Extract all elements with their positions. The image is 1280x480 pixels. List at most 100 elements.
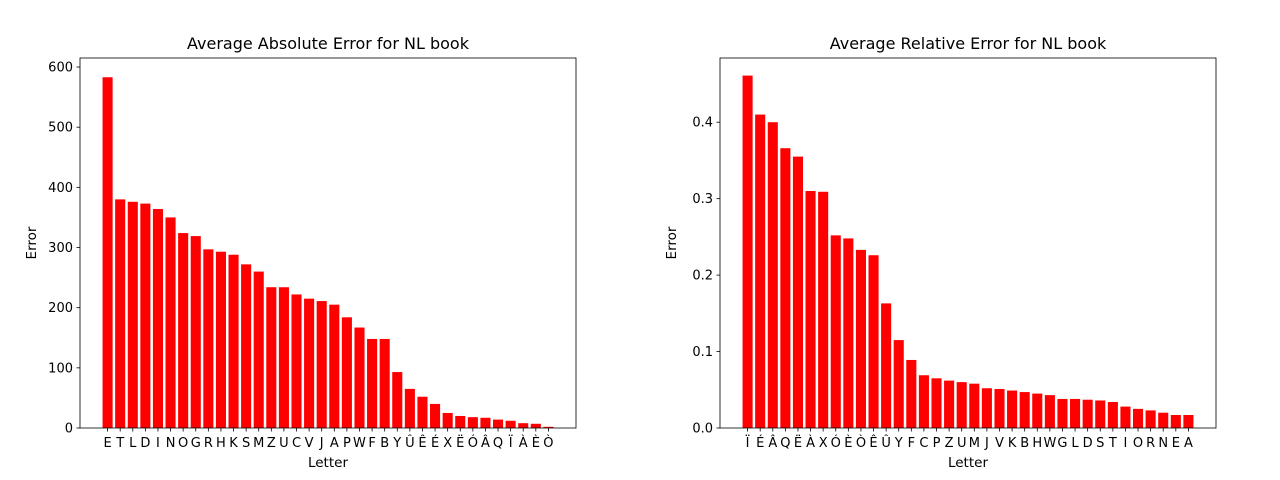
bar-T (1107, 402, 1118, 428)
x-tick-label: H (216, 436, 226, 451)
x-tick-label: Z (267, 436, 276, 451)
chart-1: E T L D I N O G R H K S M Z U C V J A P W F B Y Û Ê É X Ë Ó Â Q Ï À È Ò 0 100… (24, 34, 577, 471)
x-tick-label: E (1172, 436, 1180, 451)
bar-E (102, 77, 113, 428)
bar-J (981, 388, 992, 428)
bar-G (190, 236, 201, 428)
x-tick-label: U (279, 436, 289, 451)
x-tick-label: O (178, 436, 188, 451)
x-tick-label: È (532, 435, 540, 451)
bar-A (1183, 415, 1194, 428)
x-tick-label: B (380, 436, 389, 451)
bar-Y (392, 372, 403, 428)
bar-P (341, 317, 352, 428)
y-axis-label: Error (24, 226, 40, 259)
bar-M (969, 383, 980, 428)
x-tick-label: X (443, 436, 452, 451)
bar-Q (780, 148, 791, 428)
x-tick-label: A (1184, 436, 1193, 451)
x-tick-label: W (1043, 436, 1056, 451)
x-tick-label: M (253, 436, 264, 451)
x-tick-label: Ê (418, 435, 426, 451)
x-tick-label: Y (894, 436, 903, 451)
bar-H (215, 251, 226, 428)
x-axis-label: Letter (948, 455, 988, 471)
bar-I (152, 209, 164, 428)
bar-I (1120, 406, 1131, 428)
x-tick-label: U (957, 436, 967, 451)
x-tick-label: P (343, 436, 351, 451)
bar-Â (480, 417, 491, 428)
y-tick-label: 300 (48, 241, 73, 256)
x-tick-label: Û (881, 435, 891, 451)
bar-R (1145, 410, 1156, 428)
bar-W (1044, 395, 1055, 428)
bar-É (755, 114, 766, 428)
y-tick-label: 600 (48, 61, 73, 76)
x-tick-label: F (368, 436, 375, 451)
bar-R (203, 249, 214, 428)
x-tick-label: Â (768, 435, 777, 451)
bar-K (1007, 390, 1018, 428)
x-tick-label: R (1146, 436, 1155, 451)
x-tick-label: Û (405, 435, 415, 451)
x-tick-label: T (115, 436, 124, 451)
x-tick-label: R (204, 436, 213, 451)
chart-title: Average Absolute Error for NL book (187, 34, 470, 53)
bar-L (1070, 398, 1081, 428)
x-tick-label: L (1071, 436, 1079, 451)
bar-J (316, 301, 327, 428)
bar-V (994, 389, 1005, 428)
x-tick-label: X (819, 436, 828, 451)
x-tick-label: Ò (856, 435, 866, 451)
bar-Z (266, 287, 277, 428)
x-tick-label: D (1083, 436, 1093, 451)
bar-L (127, 201, 138, 428)
x-tick-label: N (1158, 436, 1168, 451)
bar-S (241, 264, 252, 428)
x-tick-label: Y (392, 436, 401, 451)
x-tick-label: Ï (509, 435, 513, 451)
x-tick-label: J (984, 436, 989, 451)
bar-U (278, 287, 289, 428)
bar-À (805, 191, 816, 428)
x-tick-label: Ó (831, 435, 841, 451)
x-tick-label: K (1008, 436, 1017, 451)
bar-Ó (467, 417, 478, 428)
bar-Û (404, 388, 415, 428)
bar-K (228, 254, 239, 428)
x-tick-label: G (1057, 436, 1067, 451)
x-tick-label: V (305, 436, 314, 451)
x-axis-label: Letter (308, 455, 348, 471)
bar-F (906, 359, 917, 428)
y-tick-label: 0.3 (692, 192, 713, 207)
x-tick-label: V (995, 436, 1004, 451)
bar-È (530, 423, 541, 428)
bar-Ë (455, 415, 466, 428)
bar-C (291, 294, 302, 428)
bar-Ë (792, 156, 804, 428)
y-tick-label: 0 (65, 422, 73, 437)
x-tick-label: T (1108, 436, 1117, 451)
y-tick-label: 0.2 (692, 269, 713, 284)
x-tick-label: É (431, 435, 439, 451)
y-tick-label: 400 (48, 181, 73, 196)
chart-title: Average Relative Error for NL book (830, 34, 1107, 53)
x-tick-label: Â (481, 435, 490, 451)
bar-O (178, 233, 189, 428)
bar-Ò (855, 249, 866, 428)
bar-Ò (543, 426, 554, 428)
x-tick-label: Z (945, 436, 954, 451)
x-tick-label: H (1032, 436, 1042, 451)
bar-E (1170, 415, 1181, 428)
bar-D (1082, 399, 1093, 428)
bar-B (379, 338, 390, 428)
x-tick-label: M (969, 436, 980, 451)
bar-Û (881, 303, 892, 428)
x-tick-label: P (933, 436, 941, 451)
x-tick-label: Q (493, 436, 503, 451)
bar-X (818, 191, 829, 428)
bar-W (354, 327, 365, 428)
bar-B (1019, 392, 1030, 428)
